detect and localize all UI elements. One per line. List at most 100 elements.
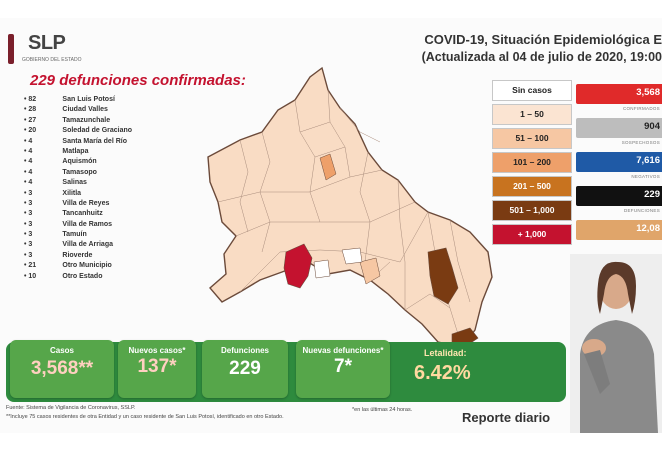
state-map <box>207 66 493 348</box>
casos-box: Casos 3,568** <box>10 340 114 398</box>
logo-text: SLP <box>28 32 66 54</box>
municipality-name: Salinas <box>62 179 87 187</box>
municipality-name: Matlapa <box>62 147 89 155</box>
municipality-name: Ciudad Valles <box>62 106 108 114</box>
bullet-icon: • <box>24 96 29 103</box>
nuevas-defunciones-value: 7* <box>334 356 352 377</box>
municipality-row: • 3 Villa de Ramos <box>24 221 214 231</box>
municipality-row: • 27 Tamazunchale <box>24 117 214 127</box>
stats-panel: 3,568 CONFIRMADOS 904 SOSPECHOSOS 7,616 NEGAT… <box>576 84 662 254</box>
cases-footnote: **Incluye 75 casos residentes de otra En… <box>6 414 284 420</box>
casos-value: 3,568** <box>30 358 94 379</box>
municipality-list: • 82 San Luis Potosí • 28 Ciudad Valles • 27… <box>24 96 214 283</box>
municipality-name: San Luis Potosí <box>62 96 115 103</box>
municipality-count: 3 <box>28 220 33 228</box>
stat-value: 229 <box>576 186 662 206</box>
letalidad-value: 6.42% <box>414 362 471 384</box>
bullet-icon: • <box>24 127 29 135</box>
municipality-name: Rioverde <box>62 251 93 259</box>
stat-value: 3,568 <box>576 84 662 104</box>
municipality-name: Villa de Ramos <box>62 220 113 228</box>
stat-label: DEFUNCIONES <box>623 208 660 213</box>
bullet-icon: • <box>24 147 29 155</box>
map-region-dark-east <box>427 247 459 305</box>
municipality-row: • 3 Xilitla <box>24 190 214 200</box>
municipality-name: Otro Municipio <box>62 262 112 270</box>
municipality-count: 3 <box>28 189 33 197</box>
logo-subtitle: GOBIERNO DEL ESTADO <box>22 57 82 63</box>
bullet-icon: • <box>24 199 29 207</box>
municipality-count: 21 <box>28 262 37 270</box>
municipality-name: Villa de Arriaga <box>62 241 113 249</box>
legend-item: 201 – 500 <box>492 176 572 197</box>
municipality-row: • 3 Villa de Arriaga <box>24 241 214 251</box>
letalidad-label: Letalidad: <box>424 348 467 358</box>
stat-value: 904 <box>576 118 662 138</box>
bullet-icon: • <box>24 262 29 270</box>
legend-item: Sin casos <box>492 80 572 101</box>
municipality-row: • 3 Villa de Reyes <box>24 200 214 210</box>
summary-bar: Casos 3,568** Nuevos casos* 137* Defunci… <box>6 340 566 402</box>
municipality-row: • 4 Aquismón <box>24 158 214 168</box>
municipality-count: 4 <box>28 147 33 155</box>
stat-label <box>576 242 662 250</box>
municipality-count: 4 <box>28 158 33 166</box>
municipality-name: Tamasopo <box>62 168 97 176</box>
municipality-count: 82 <box>28 96 37 103</box>
municipality-name: Tamuín <box>62 231 87 239</box>
bullet-icon: • <box>24 241 29 249</box>
municipality-name: Otro Estado <box>62 272 103 280</box>
sign-language-interpreter <box>570 254 662 433</box>
municipality-count: 3 <box>28 251 33 259</box>
interpreter-arm <box>584 350 610 394</box>
bullet-icon: • <box>24 220 29 228</box>
bullet-icon: • <box>24 231 29 239</box>
municipality-row: • 4 Santa María del Río <box>24 138 214 148</box>
map-region-red-capital <box>283 243 313 289</box>
municipality-row: • 4 Salinas <box>24 179 214 189</box>
legend-item: + 1,000 <box>492 224 572 245</box>
stat-label: NEGATIVOS <box>631 174 660 179</box>
municipality-row: • 3 Tancanhuitz <box>24 210 214 220</box>
municipality-row: • 3 Rioverde <box>24 252 214 262</box>
stat-value: 12,08 <box>576 220 662 240</box>
title-line-1: COVID-19, Situación Epidemiológica E <box>424 32 662 47</box>
page-title: COVID-19, Situación Epidemiológica E (Ac… <box>362 32 662 64</box>
defunciones-label: Defunciones <box>220 346 269 355</box>
nuevos-casos-label: Nuevos casos* <box>128 346 186 355</box>
slp-logo: SLP GOBIERNO DEL ESTADO <box>8 32 88 70</box>
deaths-heading: 229 defunciones confirmadas: <box>30 72 246 89</box>
municipality-name: Aquismón <box>62 158 97 166</box>
stat-label: CONFIRMADOS <box>622 106 660 111</box>
municipality-count: 27 <box>28 116 37 124</box>
municipality-row: • 28 Ciudad Valles <box>24 106 214 116</box>
bullet-icon: • <box>24 251 29 259</box>
bullet-icon: • <box>24 116 29 124</box>
municipality-name: Santa María del Río <box>62 137 127 145</box>
municipality-count: 3 <box>28 231 33 239</box>
map-region-white-1 <box>341 247 363 265</box>
municipality-row: • 4 Matlapa <box>24 148 214 158</box>
bullet-icon: • <box>24 137 29 145</box>
municipality-count: 4 <box>28 168 33 176</box>
map-state-outline <box>207 66 493 348</box>
source-note: Fuente: Sistema de Vigilancia de Coronav… <box>6 405 136 411</box>
map-municipal-borders <box>217 89 471 348</box>
last-24h-note: *en las últimas 24 horas. <box>352 407 413 413</box>
nuevas-defunciones-label: Nuevas defunciones* <box>302 346 384 355</box>
bullet-icon: • <box>24 158 29 166</box>
municipality-count: 3 <box>28 199 33 207</box>
municipality-row: • 20 Soledad de Graciano <box>24 127 214 137</box>
nuevos-casos-value: 137* <box>137 356 177 377</box>
defunciones-value: 229 <box>229 358 261 379</box>
infographic: SLP GOBIERNO DEL ESTADO COVID-19, Situac… <box>0 18 662 433</box>
bullet-icon: • <box>24 272 29 280</box>
report-title: Reporte diario <box>462 410 551 425</box>
bullet-icon: • <box>24 106 29 114</box>
municipality-name: Tancanhuitz <box>62 210 103 218</box>
logo-mark-icon <box>8 34 14 64</box>
bullet-icon: • <box>24 168 29 176</box>
map-region-mid-2 <box>359 257 381 285</box>
stat-value: 7,616 <box>576 152 662 172</box>
municipality-name: Soledad de Graciano <box>62 127 133 135</box>
